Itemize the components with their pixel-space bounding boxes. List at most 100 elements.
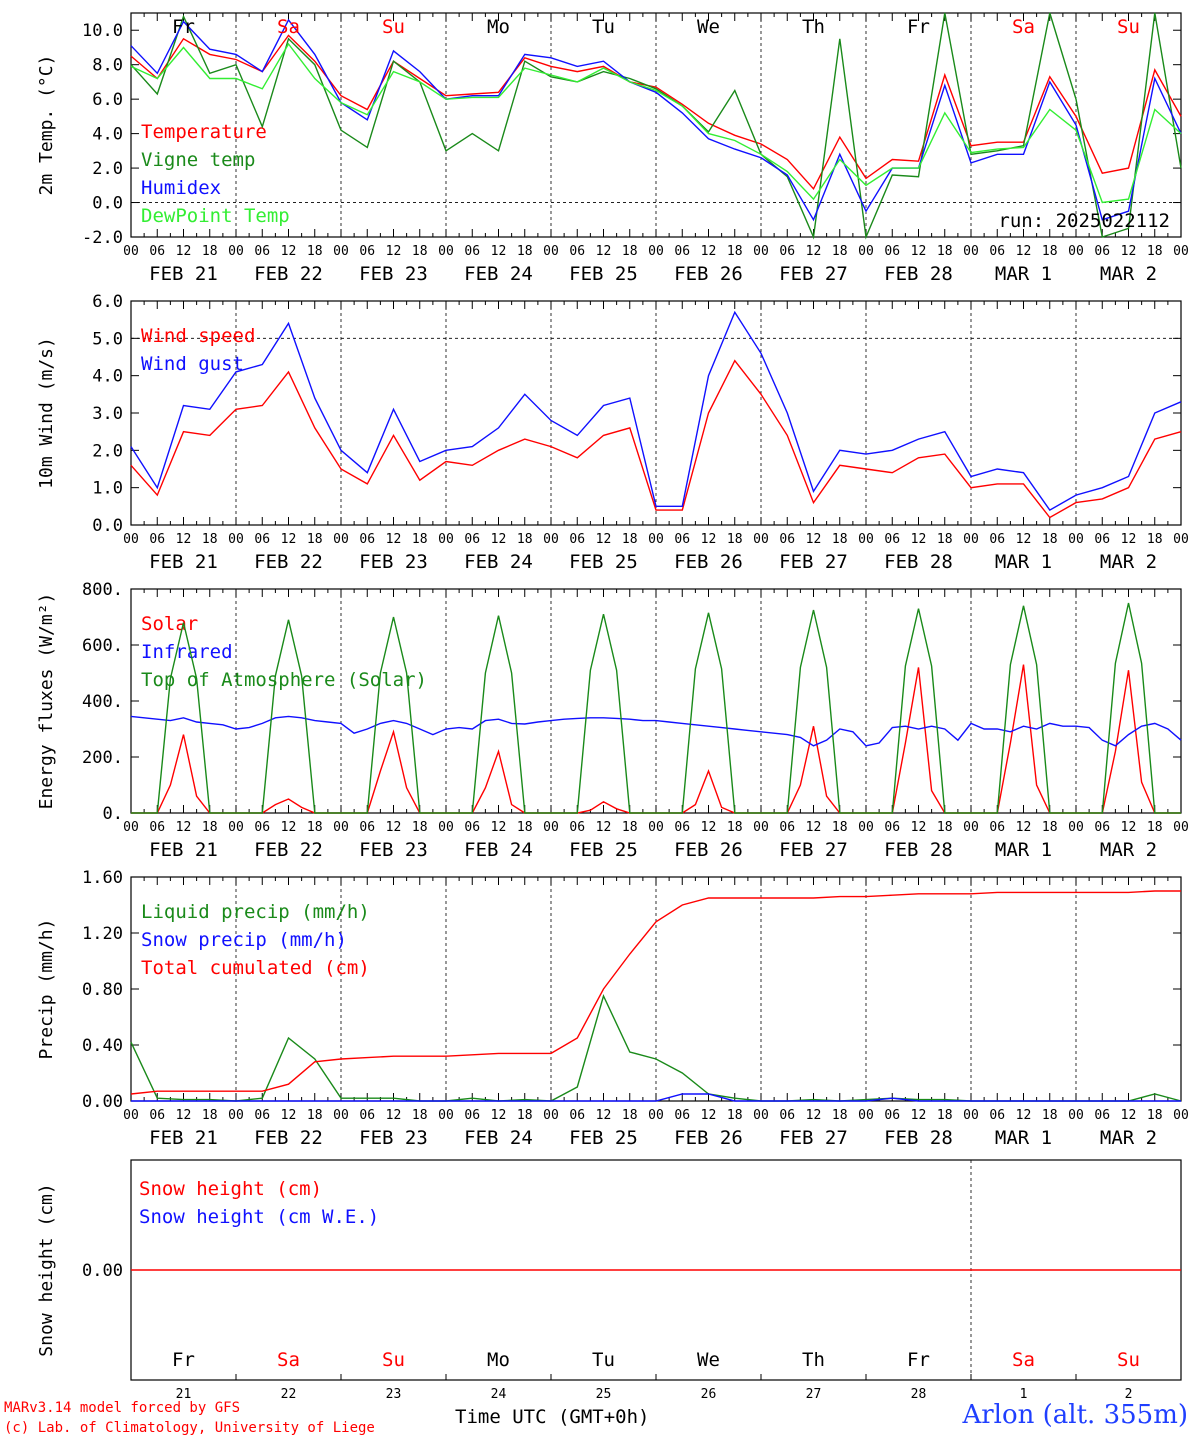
date-number: 23 bbox=[386, 1387, 402, 1402]
hour-tick-label: 00 bbox=[123, 1108, 139, 1123]
date-label: FEB 23 bbox=[359, 551, 428, 573]
hour-tick-label: 00 bbox=[858, 244, 874, 259]
hour-tick-label: 06 bbox=[149, 532, 165, 547]
date-label: MAR 1 bbox=[995, 551, 1052, 573]
weekday-label: Fr bbox=[172, 16, 195, 38]
weekday-label: Mo bbox=[487, 1349, 510, 1371]
series-line bbox=[130, 12, 1182, 240]
legend-entry: Snow precip (mm/h) bbox=[141, 929, 347, 951]
date-label: FEB 24 bbox=[464, 263, 533, 285]
legend-entry: Solar bbox=[141, 613, 198, 635]
hour-tick-label: 18 bbox=[517, 244, 533, 259]
weekday-label: Su bbox=[382, 16, 405, 38]
series-line bbox=[130, 310, 1182, 512]
hour-tick-label: 18 bbox=[622, 532, 638, 547]
hour-tick-label: 18 bbox=[832, 1108, 848, 1123]
y-tick-label: -2.0 bbox=[82, 228, 123, 248]
hour-tick-label: 00 bbox=[228, 244, 244, 259]
hour-tick-label: 12 bbox=[176, 532, 192, 547]
lab-credit: (c) Lab. of Climatology, University of L… bbox=[4, 1420, 375, 1436]
hour-tick-label: 06 bbox=[254, 244, 270, 259]
series-line bbox=[130, 18, 1182, 222]
date-number: 26 bbox=[701, 1387, 717, 1402]
hour-tick-label: 12 bbox=[1016, 244, 1032, 259]
date-label: MAR 2 bbox=[1100, 551, 1157, 573]
date-label: FEB 24 bbox=[464, 551, 533, 573]
hour-tick-label: 00 bbox=[1173, 1108, 1189, 1123]
hour-tick-label: 18 bbox=[937, 532, 953, 547]
date-label: FEB 25 bbox=[569, 1127, 638, 1149]
hour-tick-label: 18 bbox=[307, 1108, 323, 1123]
hour-tick-label: 00 bbox=[123, 820, 139, 835]
date-label: FEB 28 bbox=[884, 1127, 953, 1149]
hour-tick-label: 18 bbox=[202, 244, 218, 259]
hour-tick-label: 12 bbox=[701, 820, 717, 835]
hour-tick-label: 00 bbox=[753, 532, 769, 547]
y-tick-label: 1.60 bbox=[82, 868, 123, 888]
hour-tick-label: 12 bbox=[911, 244, 927, 259]
hour-tick-label: 00 bbox=[543, 1108, 559, 1123]
date-label: MAR 2 bbox=[1100, 839, 1157, 861]
date-number: 28 bbox=[911, 1387, 927, 1402]
y-tick-label: 0.0 bbox=[92, 194, 123, 214]
date-label: FEB 21 bbox=[149, 839, 218, 861]
hour-tick-label: 00 bbox=[228, 1108, 244, 1123]
date-number: 21 bbox=[176, 1387, 192, 1402]
weekday-label: Th bbox=[802, 16, 825, 38]
hour-tick-label: 12 bbox=[1121, 532, 1137, 547]
hour-tick-label: 06 bbox=[254, 1108, 270, 1123]
hour-tick-label: 06 bbox=[989, 1108, 1005, 1123]
hour-tick-label: 06 bbox=[149, 244, 165, 259]
y-tick-label: 0.80 bbox=[82, 980, 123, 1000]
hour-tick-label: 06 bbox=[674, 1108, 690, 1123]
hour-tick-label: 06 bbox=[569, 1108, 585, 1123]
hour-tick-label: 00 bbox=[333, 532, 349, 547]
hour-tick-label: 18 bbox=[517, 532, 533, 547]
y-tick-label: 8.0 bbox=[92, 56, 123, 76]
hour-tick-label: 18 bbox=[202, 820, 218, 835]
hour-tick-label: 00 bbox=[858, 820, 874, 835]
hour-tick-label: 18 bbox=[202, 1108, 218, 1123]
hour-tick-label: 00 bbox=[1173, 532, 1189, 547]
y-axis-label: Snow height (cm) bbox=[36, 1183, 57, 1356]
y-tick-label: 600. bbox=[82, 636, 123, 656]
legend-entry: DewPoint Temp bbox=[141, 205, 290, 227]
hour-tick-label: 00 bbox=[963, 244, 979, 259]
hour-tick-label: 00 bbox=[963, 1108, 979, 1123]
y-tick-label: 6.0 bbox=[92, 90, 123, 110]
hour-tick-label: 00 bbox=[963, 820, 979, 835]
hour-tick-label: 06 bbox=[464, 532, 480, 547]
date-label: FEB 25 bbox=[569, 263, 638, 285]
hour-tick-label: 00 bbox=[438, 244, 454, 259]
hour-tick-label: 12 bbox=[176, 244, 192, 259]
hour-tick-label: 12 bbox=[1016, 820, 1032, 835]
series-line bbox=[131, 602, 1181, 814]
hour-tick-label: 00 bbox=[963, 532, 979, 547]
weekday-label: We bbox=[697, 1349, 720, 1371]
hour-tick-label: 12 bbox=[911, 820, 927, 835]
hour-tick-label: 18 bbox=[307, 532, 323, 547]
y-tick-label: 0.40 bbox=[82, 1036, 123, 1056]
hour-tick-label: 00 bbox=[753, 820, 769, 835]
y-tick-label: 0.00 bbox=[82, 1092, 123, 1112]
date-label: FEB 27 bbox=[779, 1127, 848, 1149]
hour-tick-label: 12 bbox=[386, 532, 402, 547]
date-label: FEB 26 bbox=[674, 263, 743, 285]
hour-tick-label: 06 bbox=[884, 244, 900, 259]
hour-tick-label: 06 bbox=[989, 244, 1005, 259]
hour-tick-label: 06 bbox=[359, 532, 375, 547]
hour-tick-label: 06 bbox=[674, 820, 690, 835]
hour-tick-label: 12 bbox=[911, 532, 927, 547]
hour-tick-label: 06 bbox=[359, 244, 375, 259]
y-tick-label: 400. bbox=[82, 692, 123, 712]
hour-tick-label: 18 bbox=[412, 532, 428, 547]
hour-tick-label: 18 bbox=[517, 820, 533, 835]
hour-tick-label: 18 bbox=[1147, 1108, 1163, 1123]
legend-entry: Total cumulated (cm) bbox=[141, 957, 370, 979]
weekday-label: Th bbox=[802, 1349, 825, 1371]
hour-tick-label: 18 bbox=[727, 820, 743, 835]
date-label: FEB 27 bbox=[779, 263, 848, 285]
weekday-label: Mo bbox=[487, 16, 510, 38]
hour-tick-label: 00 bbox=[648, 532, 664, 547]
hour-tick-label: 12 bbox=[911, 1108, 927, 1123]
